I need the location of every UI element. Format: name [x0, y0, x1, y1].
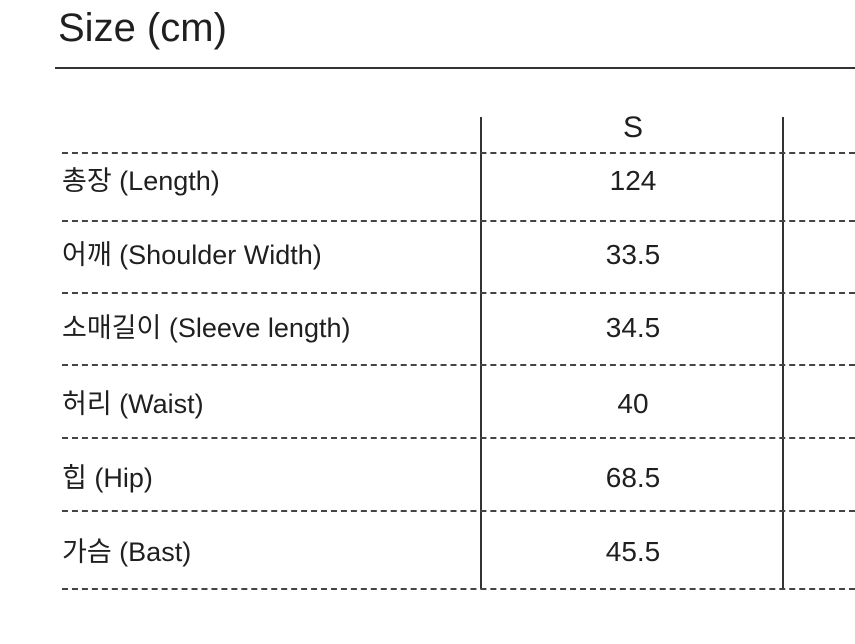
row-value: 33.5 — [605, 239, 661, 270]
title-divider — [55, 67, 855, 69]
table-row: 가슴 (Bast) 45.5 — [0, 532, 855, 572]
row-value: 40 — [617, 388, 649, 419]
page-title: Size (cm) — [58, 6, 227, 50]
row-divider — [62, 364, 855, 366]
row-value: 45.5 — [605, 536, 661, 567]
row-value: 124 — [609, 165, 657, 196]
row-label: 힙 (Hip) — [62, 463, 153, 493]
row-value: 68.5 — [605, 462, 661, 493]
row-divider — [62, 437, 855, 439]
column-divider — [782, 117, 784, 589]
row-label: 허리 (Waist) — [62, 389, 204, 419]
table-row: 소매길이 (Sleeve length) 34.5 — [0, 308, 855, 348]
row-label: 소매길이 (Sleeve length) — [62, 313, 351, 343]
row-divider — [62, 510, 855, 512]
table-row: 어깨 (Shoulder Width) 33.5 — [0, 235, 855, 275]
column-divider — [480, 117, 482, 589]
row-label: 어깨 (Shoulder Width) — [62, 240, 322, 270]
column-header-s: S — [622, 111, 643, 144]
row-label: 총장 (Length) — [62, 166, 220, 196]
table-row: 힙 (Hip) 68.5 — [0, 458, 855, 498]
row-divider — [62, 152, 855, 154]
row-divider — [62, 292, 855, 294]
table-row: 허리 (Waist) 40 — [0, 384, 855, 424]
row-value: 34.5 — [605, 312, 661, 343]
table-row: 총장 (Length) 124 — [0, 161, 855, 201]
row-divider — [62, 220, 855, 222]
row-divider — [62, 588, 855, 590]
row-label: 가슴 (Bast) — [62, 537, 192, 567]
